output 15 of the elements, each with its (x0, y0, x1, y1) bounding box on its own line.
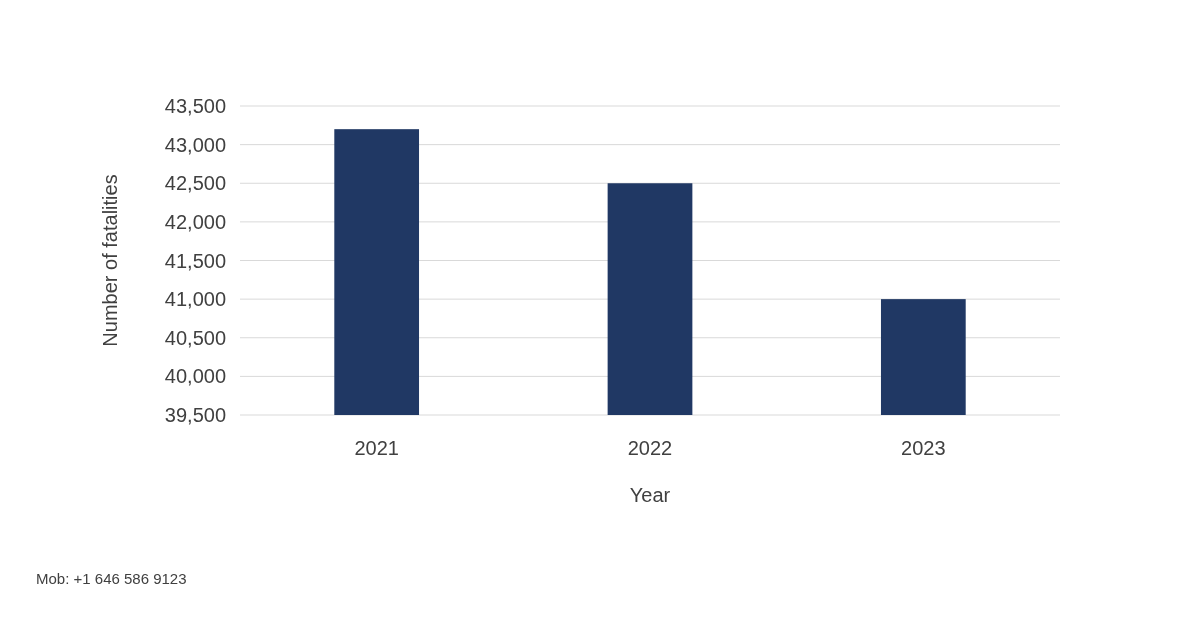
y-tick-label: 41,000 (164, 288, 226, 311)
x-tick-label: 2022 (627, 437, 673, 459)
text: Mob: +1 646 586 9123 (36, 570, 187, 587)
y-tick-label: 43,500 (164, 95, 226, 117)
y-tick-label: 42,500 (164, 172, 226, 195)
y-tick-label: 39,500 (164, 404, 226, 426)
y-axis-title: Number of fatalities (99, 174, 121, 347)
y-tick-label: 41,500 (164, 249, 226, 272)
y-tick-label: 43,000 (164, 133, 226, 156)
x-tick-label: 2021 (354, 437, 399, 459)
x-axis-title: Year (629, 484, 671, 506)
x-tick-label: 2023 (901, 437, 946, 459)
y-tick-label: 42,000 (164, 210, 226, 233)
y-tick-label: 40,500 (164, 326, 226, 349)
y-tick-label: 40,000 (164, 365, 226, 388)
